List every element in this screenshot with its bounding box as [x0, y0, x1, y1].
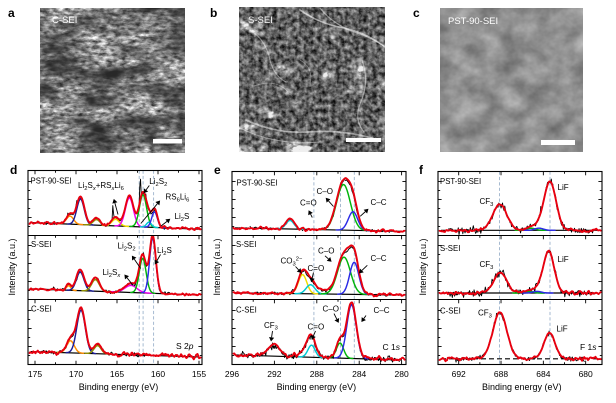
svg-text:a: a	[8, 6, 15, 20]
svg-text:b: b	[210, 6, 217, 20]
svg-text:Li2S: Li2S	[175, 212, 190, 223]
svg-text:692: 692	[452, 369, 466, 379]
svg-text:c: c	[413, 6, 420, 20]
svg-text:C–O: C–O	[317, 187, 333, 196]
svg-text:PST-90-SEI: PST-90-SEI	[440, 177, 481, 186]
svg-text:Binding energy (eV): Binding energy (eV)	[277, 382, 357, 392]
svg-text:CF3: CF3	[264, 321, 278, 332]
svg-text:C–C: C–C	[374, 306, 390, 315]
svg-text:F 1s: F 1s	[580, 342, 597, 352]
svg-text:292: 292	[267, 369, 281, 379]
svg-text:CF3: CF3	[480, 260, 494, 271]
svg-text:284: 284	[352, 369, 366, 379]
svg-text:175: 175	[28, 369, 42, 379]
svg-text:S-SEI: S-SEI	[236, 240, 256, 249]
svg-text:160: 160	[151, 369, 165, 379]
svg-text:Intensity (a.u.): Intensity (a.u.)	[7, 238, 17, 295]
svg-text:d: d	[10, 163, 17, 177]
svg-text:Intensity (a.u.): Intensity (a.u.)	[418, 238, 428, 295]
svg-text:280: 280	[395, 369, 409, 379]
svg-text:C–O: C–O	[318, 247, 334, 256]
svg-text:Li2S2: Li2S2	[149, 177, 167, 188]
svg-text:Binding energy (eV): Binding energy (eV)	[79, 382, 159, 392]
svg-text:Li2Sx+RSxLi6: Li2Sx+RSxLi6	[78, 181, 124, 192]
svg-text:296: 296	[225, 369, 239, 379]
svg-text:C-SEI: C-SEI	[31, 305, 52, 314]
svg-text:170: 170	[69, 369, 83, 379]
svg-text:Intensity (a.u.): Intensity (a.u.)	[212, 238, 222, 295]
svg-text:CO32−: CO32−	[281, 257, 303, 268]
svg-text:Binding energy (eV): Binding energy (eV)	[482, 382, 562, 392]
svg-text:680: 680	[579, 369, 593, 379]
svg-text:LiF: LiF	[558, 255, 569, 264]
svg-text:Li2S2: Li2S2	[118, 242, 136, 253]
svg-text:PST-90-SEI: PST-90-SEI	[31, 177, 72, 186]
svg-text:CF3: CF3	[480, 197, 494, 208]
svg-text:C–O: C–O	[323, 305, 339, 314]
svg-text:S-SEI: S-SEI	[31, 240, 51, 249]
svg-text:C-SEI: C-SEI	[236, 306, 257, 315]
svg-text:688: 688	[494, 369, 508, 379]
svg-text:S-SEI: S-SEI	[248, 15, 273, 26]
svg-text:RS6Li6: RS6Li6	[166, 193, 190, 204]
svg-text:C–C: C–C	[371, 198, 387, 207]
svg-text:C=O: C=O	[308, 264, 325, 273]
svg-text:f: f	[419, 163, 424, 177]
svg-text:C-SEI: C-SEI	[52, 15, 77, 26]
svg-text:LiF: LiF	[558, 183, 569, 192]
svg-text:C=O: C=O	[300, 199, 317, 208]
svg-text:C-SEI: C-SEI	[440, 307, 461, 316]
svg-text:PST-90-SEI: PST-90-SEI	[237, 179, 278, 188]
svg-text:288: 288	[310, 369, 324, 379]
svg-text:C 1s: C 1s	[383, 342, 401, 352]
svg-text:155: 155	[192, 369, 206, 379]
svg-text:Li2S: Li2S	[157, 246, 172, 257]
svg-text:S 2p: S 2p	[176, 341, 194, 351]
svg-text:165: 165	[110, 369, 124, 379]
svg-text:LiF: LiF	[557, 325, 568, 334]
svg-text:Li2Sx: Li2Sx	[103, 268, 122, 279]
svg-text:S-SEI: S-SEI	[440, 244, 460, 253]
svg-text:684: 684	[536, 369, 550, 379]
svg-text:CF3: CF3	[478, 309, 492, 320]
svg-text:e: e	[214, 163, 221, 177]
svg-text:C–C: C–C	[371, 254, 387, 263]
svg-text:PST-90-SEI: PST-90-SEI	[448, 16, 498, 27]
svg-text:C=O: C=O	[308, 323, 325, 332]
